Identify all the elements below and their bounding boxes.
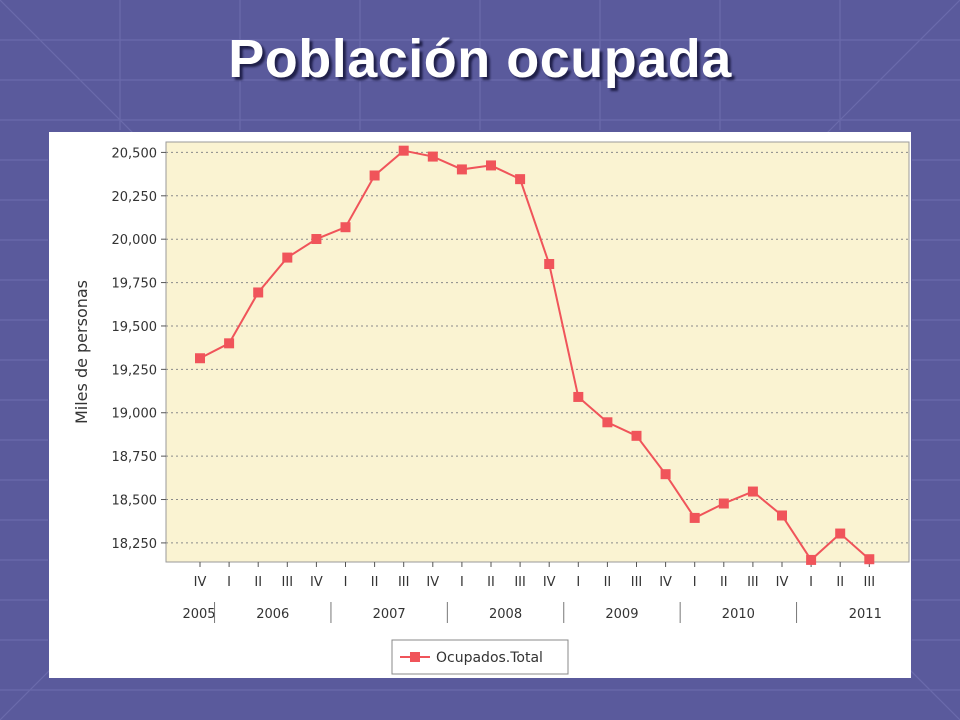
x-tick-label: II [487,575,495,590]
plot-area [165,141,910,563]
y-tick-label: 19,750 [112,277,158,292]
x-tick-label: III [398,575,410,590]
y-tick-label: 20,500 [112,146,158,161]
y-tick-label: 20,000 [112,233,158,248]
data-point [864,554,875,565]
data-point [777,510,787,521]
y-tick-label: 18,250 [112,537,158,552]
x-tick-label: III [631,575,643,590]
x-tick-label: II [836,575,844,590]
data-point [806,554,817,565]
data-point [282,252,293,263]
data-point [486,160,496,171]
x-tick-label: II [371,575,379,590]
slide-title: Población ocupada [228,29,732,89]
y-tick-label: 19,500 [112,320,158,335]
legend-marker [410,652,420,662]
line-chart: 18,250 18,500 18,750 19,000 19,250 19,500 19,7… [72,141,910,675]
x-tick-label: I [693,575,697,590]
data-point [747,486,758,497]
y-tick-label: 19,250 [112,363,158,378]
data-point [515,174,526,185]
year-label: 2005 [182,607,215,622]
year-label: 2008 [489,607,522,622]
year-label: 2006 [256,607,289,622]
x-tick-label: II [604,575,612,590]
data-point [311,234,322,245]
legend-label: Ocupados.Total [436,650,543,666]
data-point [835,528,846,539]
data-point [427,151,438,162]
data-point [718,498,729,509]
data-point [195,353,205,364]
x-tick-label: I [460,575,464,590]
y-tick-label: 19,000 [112,407,158,422]
x-tick-label: III [747,575,759,590]
data-point [253,287,264,298]
year-label: 2007 [373,607,406,622]
x-tick-label: III [282,575,294,590]
data-point [398,145,409,156]
y-tick-label: 20,250 [112,190,158,205]
x-tick-label: II [720,575,728,590]
y-tick-label: 18,750 [112,450,158,465]
year-label: 2011 [849,607,882,622]
x-tick-label: IV [543,575,556,590]
x-tick-label: I [344,575,348,590]
x-tick-label: IV [426,575,439,590]
x-tick-label: I [576,575,580,590]
data-point [340,222,351,233]
x-tick-label: I [227,575,231,590]
data-point [631,430,642,441]
x-tick-label: III [514,575,526,590]
data-point [660,469,671,480]
y-axis-label: Miles de personas [72,280,91,424]
y-tick-label: 18,500 [112,494,158,509]
x-tick-label: IV [194,575,207,590]
year-label: 2010 [722,607,755,622]
x-tick-label: IV [310,575,323,590]
x-tick-label: I [809,575,813,590]
year-label: 2009 [605,607,638,622]
x-tick-label: II [254,575,262,590]
data-point [689,512,700,523]
x-tick-label: III [864,575,876,590]
data-point [369,170,380,181]
data-point [573,391,584,402]
data-point [544,259,555,270]
x-tick-label: IV [776,575,789,590]
chart-panel: 18,250 18,500 18,750 19,000 19,250 19,500 19,7… [49,132,911,678]
data-point [456,164,467,175]
x-tick-label: IV [659,575,672,590]
data-point [224,338,235,349]
data-point [602,417,613,428]
